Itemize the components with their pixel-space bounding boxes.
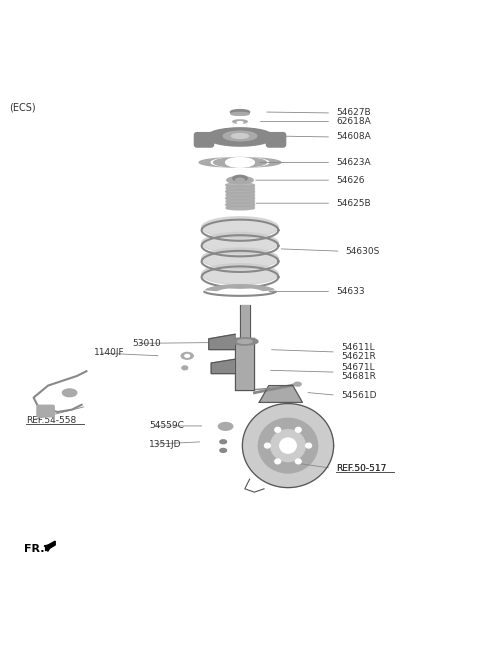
Text: 54681R: 54681R	[341, 373, 376, 381]
Ellipse shape	[226, 193, 254, 197]
Ellipse shape	[223, 131, 257, 141]
Bar	[240, 305, 250, 338]
Ellipse shape	[181, 352, 193, 359]
Ellipse shape	[275, 459, 280, 464]
Text: 54608A: 54608A	[336, 133, 371, 142]
Text: 54623A: 54623A	[336, 158, 371, 167]
Polygon shape	[46, 541, 55, 551]
Bar	[226, 185, 254, 208]
Polygon shape	[259, 386, 302, 402]
Ellipse shape	[238, 340, 252, 343]
Ellipse shape	[228, 161, 252, 164]
Text: REF.50-517: REF.50-517	[336, 464, 386, 473]
Text: 62618A: 62618A	[336, 117, 371, 126]
Text: REF.54-558: REF.54-558	[26, 416, 77, 424]
Ellipse shape	[227, 176, 253, 184]
Polygon shape	[202, 248, 278, 269]
Ellipse shape	[214, 157, 266, 167]
Ellipse shape	[211, 157, 269, 167]
Ellipse shape	[226, 183, 254, 187]
Polygon shape	[202, 264, 278, 285]
Text: 54627B: 54627B	[336, 108, 371, 117]
Text: 53010: 53010	[132, 339, 161, 348]
Ellipse shape	[220, 449, 227, 453]
Text: 54559C: 54559C	[149, 421, 184, 430]
Ellipse shape	[258, 419, 318, 473]
Ellipse shape	[232, 338, 258, 345]
Ellipse shape	[230, 110, 250, 114]
Polygon shape	[209, 335, 235, 350]
Ellipse shape	[185, 354, 190, 358]
FancyBboxPatch shape	[266, 133, 286, 147]
Ellipse shape	[226, 186, 254, 190]
Text: FR.: FR.	[24, 544, 45, 554]
Ellipse shape	[242, 403, 334, 487]
Ellipse shape	[295, 428, 301, 432]
Ellipse shape	[280, 438, 296, 453]
FancyBboxPatch shape	[194, 133, 214, 147]
Ellipse shape	[295, 459, 301, 464]
Ellipse shape	[236, 178, 244, 182]
Text: (ECS): (ECS)	[10, 102, 36, 112]
Ellipse shape	[218, 422, 233, 430]
Polygon shape	[206, 285, 274, 291]
Ellipse shape	[237, 121, 243, 123]
Ellipse shape	[220, 440, 227, 443]
Ellipse shape	[306, 443, 312, 448]
Polygon shape	[202, 232, 278, 253]
Ellipse shape	[199, 157, 281, 167]
Polygon shape	[211, 359, 235, 374]
Ellipse shape	[264, 443, 270, 448]
Text: 1140JF: 1140JF	[94, 348, 124, 358]
Ellipse shape	[206, 128, 274, 146]
Text: REF.50-517: REF.50-517	[336, 464, 386, 473]
Ellipse shape	[182, 366, 188, 370]
Ellipse shape	[231, 112, 249, 115]
Ellipse shape	[231, 134, 249, 138]
Bar	[235, 338, 254, 390]
Text: 54671L: 54671L	[341, 363, 374, 372]
Ellipse shape	[294, 382, 301, 386]
Text: 54561D: 54561D	[341, 391, 376, 400]
Ellipse shape	[275, 428, 280, 432]
FancyBboxPatch shape	[37, 405, 54, 417]
Ellipse shape	[226, 199, 254, 203]
Text: 54621R: 54621R	[341, 352, 375, 361]
Text: 54626: 54626	[336, 176, 364, 184]
Ellipse shape	[226, 203, 254, 207]
Ellipse shape	[62, 389, 77, 397]
Ellipse shape	[271, 430, 305, 462]
Ellipse shape	[226, 190, 254, 194]
Ellipse shape	[226, 206, 254, 210]
Ellipse shape	[233, 175, 247, 181]
Text: 54633: 54633	[336, 287, 365, 296]
Text: 54611L: 54611L	[341, 342, 374, 352]
Polygon shape	[202, 216, 278, 238]
Text: 54625B: 54625B	[336, 199, 371, 208]
Ellipse shape	[233, 120, 247, 123]
Text: 54630S: 54630S	[346, 247, 380, 256]
Ellipse shape	[226, 196, 254, 200]
Text: 1351JD: 1351JD	[149, 440, 181, 449]
Ellipse shape	[226, 157, 254, 167]
